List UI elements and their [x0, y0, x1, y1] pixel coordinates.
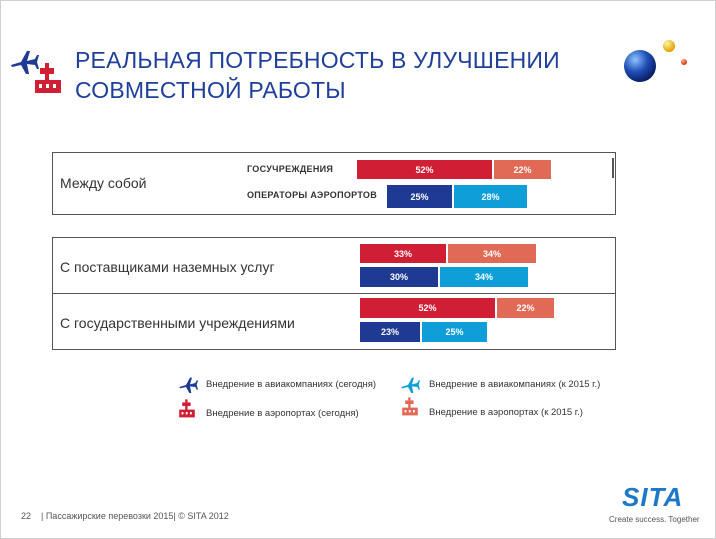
bar-value-label: 34%: [474, 272, 493, 282]
page-number: 22: [21, 511, 32, 521]
bar-value-label: 25%: [445, 327, 464, 337]
bar-value-label: 28%: [481, 191, 500, 202]
bar-segment-airports-today: 33%: [360, 244, 446, 263]
bar-value-label: 34%: [482, 248, 501, 259]
legend-airports-today-icon: [179, 399, 195, 418]
airport-tower-icon: [35, 63, 61, 93]
legend-airports-today-label: Внедрение в аэропортах (сегодня): [206, 408, 359, 419]
bar-label-government: ГОСУЧРЕЖДЕНИЯ: [247, 164, 334, 174]
bar-segment-airports-today: 52%: [357, 160, 492, 179]
axis-tick: [612, 158, 614, 178]
legend-airlines-2015-icon: [401, 377, 420, 393]
group-label-between-themselves: Между собой: [60, 175, 147, 191]
bar-segment-airlines-today: 23%: [360, 322, 420, 342]
legend-airports-2015-icon: [402, 397, 418, 416]
bar-segment-airlines-today: 25%: [387, 185, 452, 208]
airplane-icon: [11, 51, 39, 74]
bar-segment-airports-today: 52%: [360, 298, 495, 318]
footer-text: | Пассажирские перевозки 2015| © SITA 20…: [41, 511, 229, 521]
bar-segment-airlines-2015: 25%: [422, 322, 487, 342]
group-label-ground-handlers: С поставщиками наземных услуг: [60, 259, 275, 275]
bar-segment-airlines-2015: 34%: [440, 267, 528, 287]
sita-logo: SITA: [608, 482, 710, 512]
bar-segment-airports-2015: 34%: [448, 244, 536, 263]
bar-label-airport-operators: ОПЕРАТОРЫ АЭРОПОРТОВ: [247, 190, 378, 200]
sita-tagline: Create success. Together: [609, 515, 700, 524]
bar-value-label: 22%: [516, 303, 535, 313]
page-title-line-1: РЕАЛЬНАЯ ПОТРЕБНОСТЬ В УЛУЧШЕНИИ: [75, 47, 560, 73]
bar-segment-airlines-2015: 28%: [454, 185, 527, 208]
legend-airlines-today-icon: [179, 377, 198, 393]
bar-value-label: 25%: [410, 191, 429, 202]
bar-value-label: 52%: [415, 164, 434, 175]
bar-value-label: 22%: [513, 164, 532, 175]
legend-airlines-today-label: Внедрение в авиакомпаниях (сегодня): [206, 379, 377, 390]
bar-value-label: 52%: [418, 303, 437, 313]
decorative-spheres-icon: [624, 40, 687, 82]
legend-airlines-2015-label: Внедрение в авиакомпаниях (к 2015 г.): [429, 379, 601, 390]
bar-segment-airlines-today: 30%: [360, 267, 438, 287]
legend-airports-2015-label: Внедрение в аэропортах (к 2015 г.): [429, 407, 583, 418]
bar-value-label: 30%: [389, 272, 408, 282]
bar-segment-airports-2015: 22%: [497, 298, 554, 318]
bar-value-label: 23%: [380, 327, 399, 337]
sita-logo-text: SITA: [622, 482, 684, 512]
bar-value-label: 33%: [393, 248, 412, 259]
group-label-government-agencies: С государственными учреждениями: [60, 315, 295, 331]
row-divider: [52, 293, 616, 294]
page-title-line-2: СОВМЕСТНОЙ РАБОТЫ: [75, 77, 346, 103]
bar-segment-airports-2015: 22%: [494, 160, 551, 179]
